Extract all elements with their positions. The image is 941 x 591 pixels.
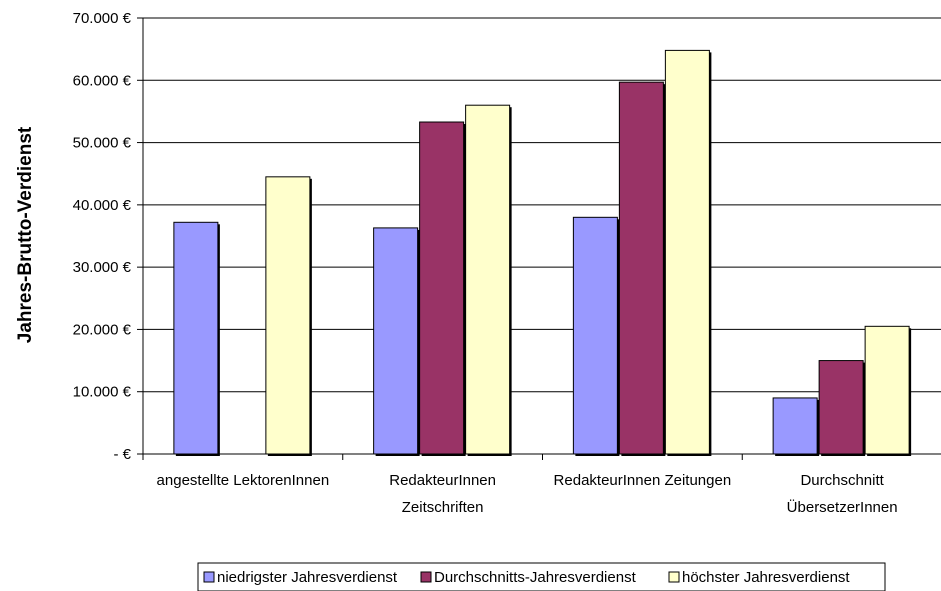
gridlines <box>143 17 941 393</box>
y-tick-label: 30.000 € <box>73 259 132 276</box>
legend-label: Durchschnitts-Jahresverdienst <box>434 569 637 586</box>
legend-label: niedrigster Jahresverdienst <box>217 569 398 586</box>
bar <box>265 176 311 455</box>
y-tick-label: 70.000 € <box>73 10 132 27</box>
legend-label: höchster Jahresverdienst <box>682 569 850 586</box>
y-axis-ticks: 70.000 € 60.000 € 50.000 € 40.000 € 30.000 €… <box>73 10 143 463</box>
y-axis-label: Jahres-Brutto-Verdienst <box>15 126 36 343</box>
bar <box>864 325 910 455</box>
bars <box>173 49 912 457</box>
bar <box>818 360 864 455</box>
bar <box>373 227 419 455</box>
bar <box>465 104 511 455</box>
legend: niedrigster Jahresverdienst Durchschnitts… <box>197 562 886 591</box>
bar <box>572 216 618 455</box>
legend-swatch <box>420 571 432 583</box>
y-tick-label: 60.000 € <box>73 72 132 89</box>
x-category-label: angestellte LektorenInnen <box>157 472 330 489</box>
bar <box>618 81 664 455</box>
bar <box>419 121 465 455</box>
x-category-label: RedakteurInnen Zeitungen <box>554 472 732 489</box>
x-category-label: ÜbersetzerInnen <box>787 498 898 516</box>
bar <box>664 49 710 455</box>
y-tick-label: - € <box>113 446 131 463</box>
y-tick-label: 40.000 € <box>73 197 132 214</box>
x-category-label: RedakteurInnen <box>389 472 496 489</box>
legend-swatch <box>203 571 215 583</box>
x-category-label: Durchschnitt <box>800 472 884 489</box>
y-tick-label: 10.000 € <box>73 384 132 401</box>
legend-box <box>197 562 886 591</box>
bar <box>173 221 219 455</box>
y-tick-label: 20.000 € <box>73 321 132 338</box>
y-tick-label: 50.000 € <box>73 135 132 152</box>
legend-swatch <box>668 571 680 583</box>
x-category-label: Zeitschriften <box>402 499 484 516</box>
axes <box>142 18 941 460</box>
bar <box>772 397 818 455</box>
x-axis-categories: angestellte LektorenInnen RedakteurInnen Z… <box>157 472 898 516</box>
